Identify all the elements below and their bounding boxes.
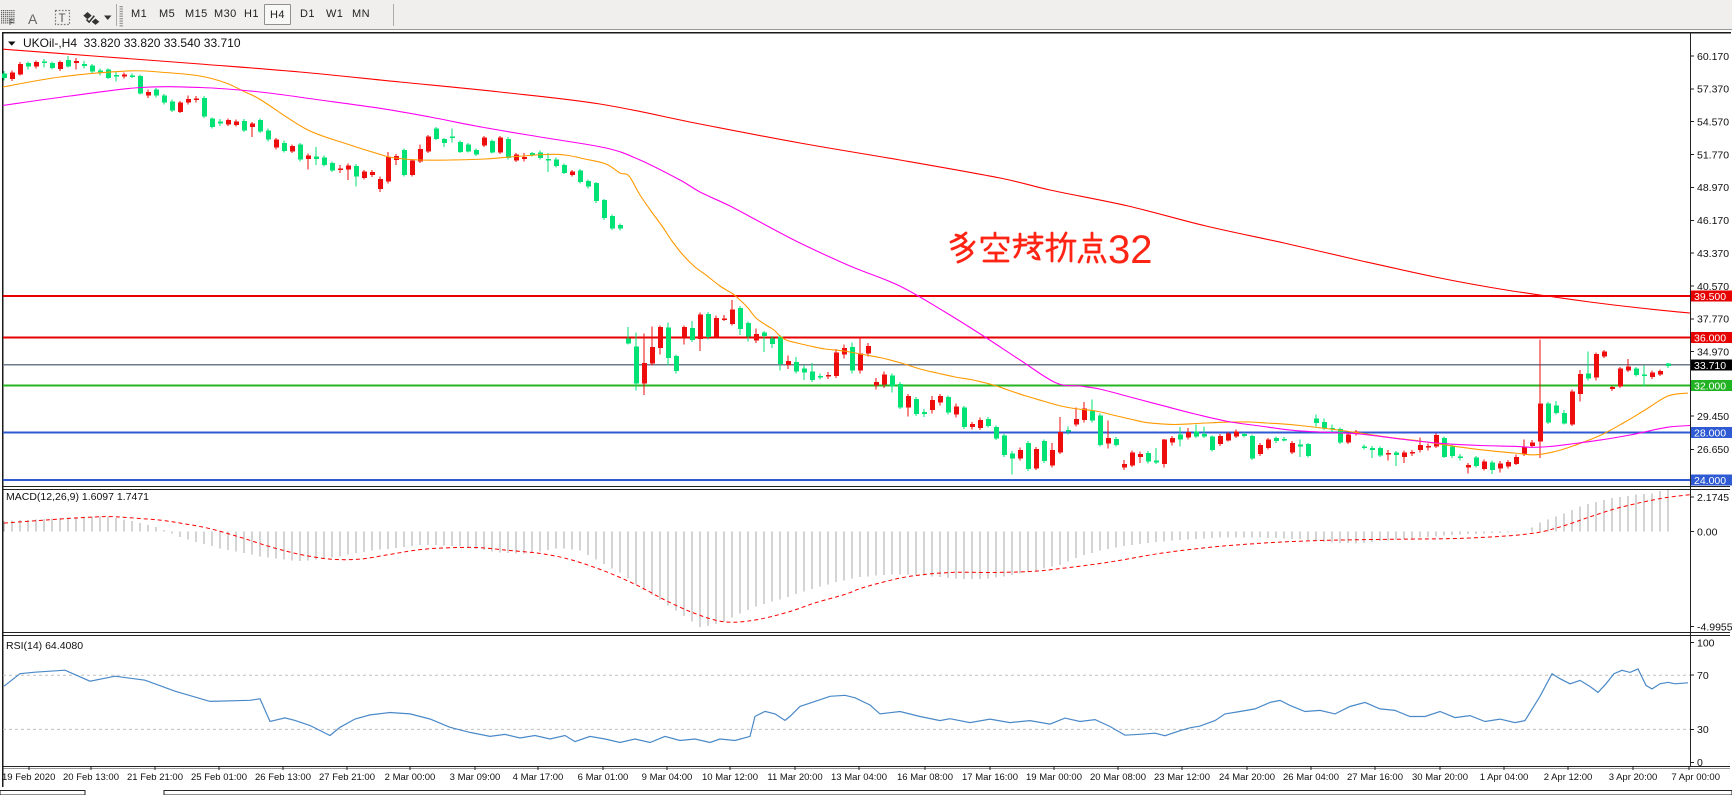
- svg-text:19 Mar 00:00: 19 Mar 00:00: [1026, 772, 1082, 783]
- svg-text:30: 30: [1697, 724, 1709, 736]
- svg-text:17 Mar 16:00: 17 Mar 16:00: [962, 772, 1018, 783]
- svg-text:60.170: 60.170: [1697, 51, 1729, 63]
- svg-text:26 Mar 04:00: 26 Mar 04:00: [1283, 772, 1339, 783]
- svg-text:48.970: 48.970: [1697, 182, 1729, 194]
- svg-text:3 Mar 09:00: 3 Mar 09:00: [450, 772, 501, 783]
- svg-text:13 Mar 04:00: 13 Mar 04:00: [831, 772, 887, 783]
- svg-text:2 Mar 00:00: 2 Mar 00:00: [385, 772, 436, 783]
- svg-text:32.000: 32.000: [1694, 381, 1726, 393]
- svg-text:30 Mar 20:00: 30 Mar 20:00: [1412, 772, 1468, 783]
- svg-text:28.000: 28.000: [1694, 428, 1726, 440]
- svg-text:39.500: 39.500: [1694, 291, 1726, 303]
- svg-text:54.570: 54.570: [1697, 117, 1729, 129]
- svg-text:21 Feb 21:00: 21 Feb 21:00: [127, 772, 183, 783]
- svg-text:6 Mar 01:00: 6 Mar 01:00: [578, 772, 629, 783]
- svg-text:10 Mar 12:00: 10 Mar 12:00: [702, 772, 758, 783]
- svg-text:57.370: 57.370: [1697, 84, 1729, 96]
- svg-text:2.1745: 2.1745: [1697, 492, 1729, 504]
- svg-text:1 Apr 04:00: 1 Apr 04:00: [1480, 772, 1529, 783]
- svg-text:34.970: 34.970: [1697, 347, 1729, 359]
- svg-text:4 Mar 17:00: 4 Mar 17:00: [513, 772, 564, 783]
- svg-text:27 Feb 21:00: 27 Feb 21:00: [319, 772, 375, 783]
- svg-text:11 Mar 20:00: 11 Mar 20:00: [767, 772, 822, 783]
- svg-text:37.770: 37.770: [1697, 314, 1729, 326]
- svg-text:100: 100: [1697, 637, 1715, 649]
- svg-text:29.450: 29.450: [1697, 411, 1729, 423]
- svg-text:-4.9955: -4.9955: [1697, 622, 1732, 634]
- svg-text:3 Apr 20:00: 3 Apr 20:00: [1609, 772, 1658, 783]
- svg-text:46.170: 46.170: [1697, 215, 1729, 227]
- svg-text:16 Mar 08:00: 16 Mar 08:00: [897, 772, 953, 783]
- svg-text:70: 70: [1697, 670, 1709, 682]
- svg-text:40.570: 40.570: [1697, 281, 1729, 293]
- svg-text:0.00: 0.00: [1697, 526, 1718, 538]
- svg-text:19 Feb 2020: 19 Feb 2020: [2, 772, 55, 783]
- svg-text:A: A: [28, 11, 38, 27]
- svg-text:F: F: [9, 18, 14, 27]
- svg-text:MACD(12,26,9) 1.6097 1.7471: MACD(12,26,9) 1.6097 1.7471: [6, 491, 149, 503]
- svg-text:51.770: 51.770: [1697, 149, 1729, 161]
- svg-text:32: 32: [1108, 228, 1153, 272]
- svg-text:26 Feb 13:00: 26 Feb 13:00: [255, 772, 311, 783]
- svg-text:0: 0: [1697, 757, 1703, 769]
- svg-text:25 Feb 01:00: 25 Feb 01:00: [191, 772, 247, 783]
- svg-text:43.370: 43.370: [1697, 248, 1729, 260]
- svg-text:20 Mar 08:00: 20 Mar 08:00: [1090, 772, 1146, 783]
- svg-text:7 Apr 00:00: 7 Apr 00:00: [1671, 772, 1720, 783]
- svg-text:9 Mar 04:00: 9 Mar 04:00: [642, 772, 693, 783]
- svg-text:2 Apr 12:00: 2 Apr 12:00: [1544, 772, 1593, 783]
- svg-text:27 Mar 16:00: 27 Mar 16:00: [1347, 772, 1403, 783]
- svg-text:26.650: 26.650: [1697, 444, 1729, 456]
- svg-text:24.000: 24.000: [1694, 475, 1726, 487]
- svg-text:23 Mar 12:00: 23 Mar 12:00: [1154, 772, 1210, 783]
- svg-text:36.000: 36.000: [1694, 332, 1726, 344]
- svg-text:20 Feb 13:00: 20 Feb 13:00: [63, 772, 119, 783]
- svg-text:24 Mar 20:00: 24 Mar 20:00: [1219, 772, 1275, 783]
- svg-text:T: T: [59, 13, 66, 25]
- svg-text:33.710: 33.710: [1694, 360, 1726, 372]
- svg-text:RSI(14) 64.4080: RSI(14) 64.4080: [6, 640, 83, 652]
- svg-text:UKOil-,H4 33.820 33.820 33.54: UKOil-,H4 33.820 33.820 33.540 33.710: [23, 36, 241, 50]
